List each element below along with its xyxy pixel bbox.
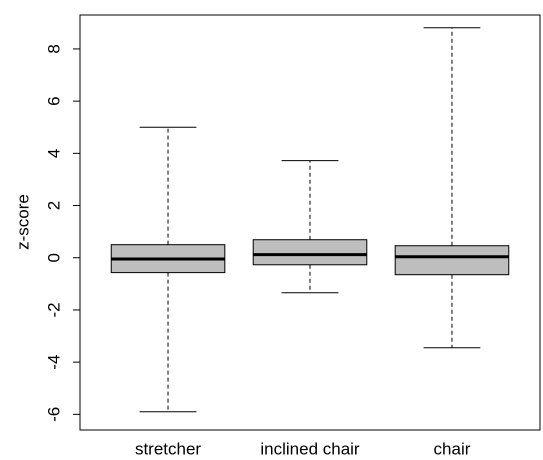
x-tick-label: inclined chair (260, 439, 360, 458)
y-tick-label: 4 (44, 149, 63, 158)
y-tick-label: 2 (44, 201, 63, 210)
y-tick-label: 0 (44, 253, 63, 262)
box (252, 239, 368, 266)
y-tick-label: -4 (44, 355, 63, 370)
y-tick-label: 6 (44, 96, 63, 105)
plot-frame (79, 14, 541, 431)
y-tick-label: -2 (44, 302, 63, 317)
box (394, 245, 510, 276)
y-tick-label: 8 (44, 44, 63, 53)
y-axis-title: z-score (13, 194, 32, 250)
x-tick-label: stretcher (135, 439, 201, 458)
x-tick-label: chair (434, 439, 471, 458)
y-tick-label: -6 (44, 407, 63, 422)
